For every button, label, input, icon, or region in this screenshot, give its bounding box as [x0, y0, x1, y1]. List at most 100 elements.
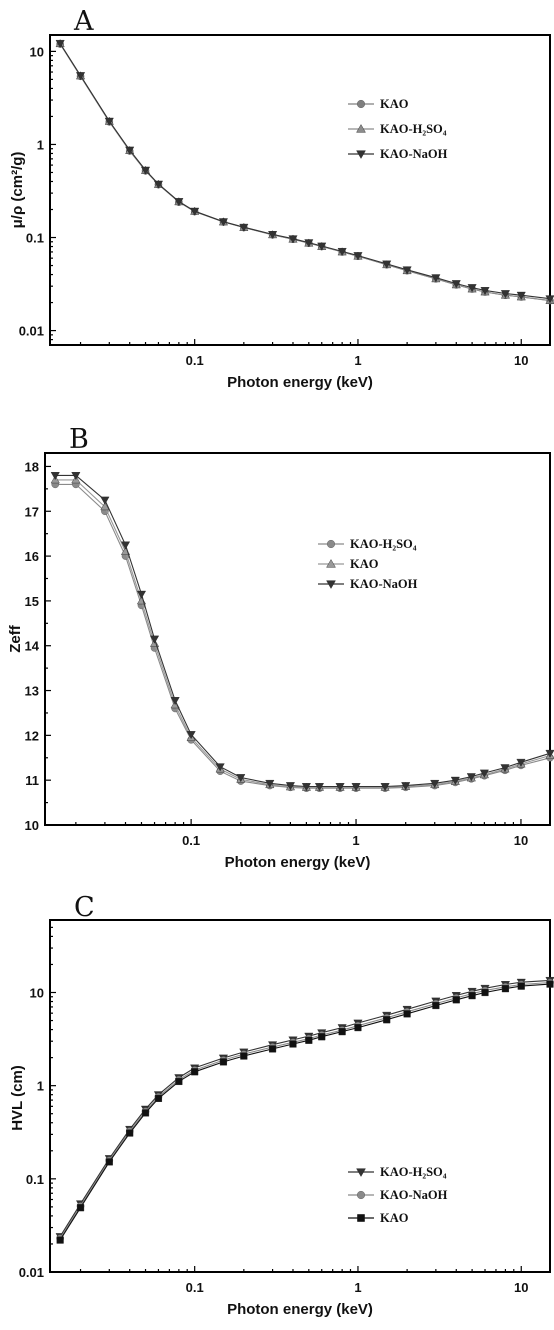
data-point [380, 783, 390, 792]
data-point [153, 180, 163, 189]
x-axis-title: Photon energy (keV) [225, 854, 371, 871]
data-point [335, 783, 345, 792]
x-tick-label: 0.1 [186, 1280, 204, 1295]
data-point [401, 782, 411, 791]
chart-panel-b: B 0.1 1 10 10 11 12 13 14 15 16 17 18 Photon energy (… [7, 424, 554, 871]
data-point [50, 472, 60, 481]
legend-label: KAO-NaOH [380, 147, 448, 161]
series-line [55, 483, 551, 789]
legend-marker [356, 150, 366, 159]
series-line [59, 983, 551, 1241]
series-0 [56, 40, 554, 305]
panel-letter: C [74, 892, 95, 923]
data-point [451, 280, 461, 289]
series-1 [50, 475, 554, 791]
chart-panel-a: A 0.1 1 10 0.01 0.1 1 10 Photon energy (keV) μ/ρ … [9, 6, 554, 391]
data-point [338, 1028, 346, 1036]
data-point [546, 980, 554, 988]
data-point [545, 749, 554, 758]
series-line [59, 981, 551, 1239]
x-tick-label: 0.1 [182, 833, 200, 848]
y-tick-label: 11 [25, 773, 39, 788]
data-point [100, 502, 110, 511]
data-point [305, 1036, 313, 1044]
y-axis-title: HVL (cm) [9, 1065, 26, 1131]
y-axis-title: μ/ρ (cm²/g) [9, 152, 26, 229]
legend-label: KAO [350, 557, 379, 571]
legend-marker [356, 1168, 366, 1177]
plot-frame [44, 452, 551, 826]
data-point [467, 284, 477, 293]
data-point [126, 1129, 134, 1137]
data-point [154, 1094, 163, 1102]
y-tick-label: 17 [25, 504, 39, 519]
data-point [240, 1052, 248, 1060]
data-point [450, 776, 460, 785]
panel-letter: B [69, 424, 89, 455]
legend-label: KAO-H₂SO₄ [350, 537, 417, 551]
data-point [468, 992, 476, 1000]
y-tick-label: 10 [30, 44, 44, 59]
y-tick-label: 18 [25, 459, 39, 474]
data-point [186, 731, 196, 740]
legend-marker [356, 99, 366, 109]
y-tick-label: 10 [25, 818, 39, 833]
data-point [55, 40, 65, 48]
data-point [480, 287, 490, 296]
x-tick-label: 0.1 [186, 353, 204, 368]
series-line [59, 43, 551, 302]
panel-letter: A [73, 6, 94, 37]
data-point [175, 1077, 183, 1085]
y-tick-label: 15 [25, 594, 39, 609]
legend-marker [356, 124, 366, 133]
legend-label: KAO-H₂SO₄ [380, 122, 447, 136]
x-tick-label: 10 [514, 353, 528, 368]
data-point [516, 291, 526, 300]
legend-marker [326, 539, 336, 549]
data-point [289, 1040, 297, 1048]
data-point [136, 590, 147, 599]
series-2 [50, 472, 554, 792]
data-point [239, 223, 249, 232]
y-tick-label: 0.01 [19, 324, 44, 339]
data-point [219, 1058, 227, 1066]
data-point [236, 774, 246, 783]
data-point [76, 1204, 85, 1212]
data-point [288, 235, 298, 244]
series-line [59, 43, 551, 300]
data-point [120, 541, 131, 550]
series-2 [56, 980, 554, 1244]
data-point [431, 274, 441, 283]
y-tick-label: 0.1 [26, 231, 44, 246]
data-point [190, 207, 200, 216]
x-tick-label: 1 [354, 1280, 361, 1295]
data-point [170, 697, 180, 706]
series-line [59, 979, 551, 1237]
data-point [337, 248, 347, 256]
data-point [314, 783, 325, 792]
data-point [100, 496, 110, 505]
data-point [353, 252, 363, 261]
data-point [76, 72, 86, 81]
data-point [430, 779, 440, 788]
data-point [545, 295, 554, 304]
plot-frame [49, 919, 551, 1273]
legend-label: KAO-H₂SO₄ [380, 1165, 447, 1179]
data-point [191, 1068, 199, 1076]
y-tick-label: 1 [37, 137, 44, 152]
series-line [55, 479, 551, 788]
data-point [304, 239, 314, 248]
data-point [354, 1024, 362, 1032]
y-tick-label: 16 [25, 549, 39, 564]
data-point [500, 764, 510, 773]
data-point [318, 1033, 326, 1041]
data-point [403, 1010, 411, 1018]
legend-marker [357, 1214, 365, 1222]
legend-label: KAO-NaOH [350, 577, 418, 591]
data-point [301, 783, 311, 792]
x-axis-title: Photon energy (keV) [227, 374, 373, 391]
data-point [432, 1001, 440, 1010]
data-point [479, 769, 489, 778]
data-point [351, 783, 361, 792]
